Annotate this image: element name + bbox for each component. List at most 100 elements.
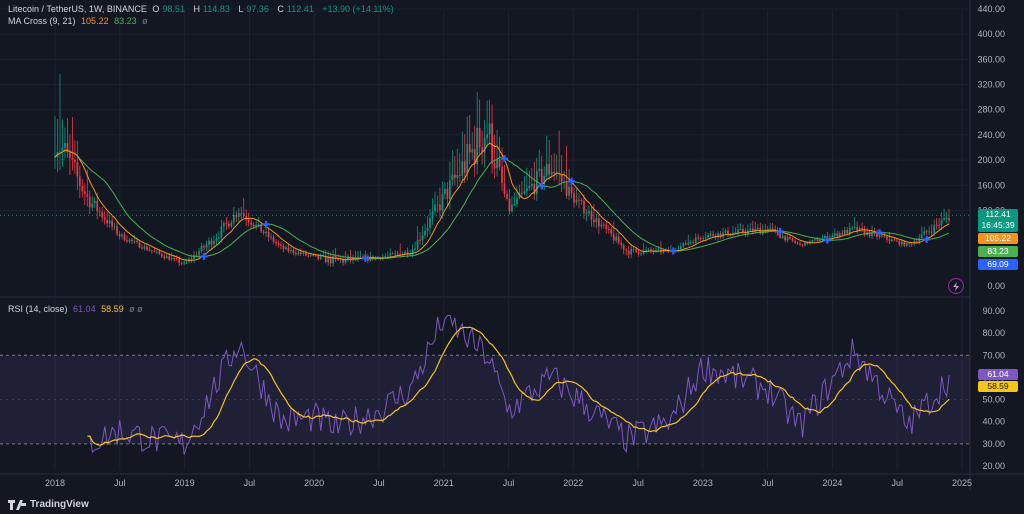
- candle-body: [684, 243, 687, 245]
- tradingview-logo[interactable]: TradingView: [8, 499, 89, 510]
- candle-body: [704, 237, 707, 239]
- candle-body: [88, 196, 91, 208]
- candle-body: [155, 251, 158, 253]
- candle-body: [771, 228, 774, 230]
- candle-body: [868, 231, 871, 237]
- candle-body: [468, 144, 471, 153]
- candle-body: [265, 231, 267, 233]
- candle-body: [881, 235, 883, 237]
- symbol-title: Litecoin / TetherUS, 1W, BINANCE: [8, 4, 147, 14]
- price-tick-label: 0.00: [987, 281, 1005, 291]
- candle-body: [118, 234, 121, 237]
- ma-cross-marker: [923, 235, 931, 243]
- candle-body: [682, 243, 685, 247]
- candle-body: [396, 253, 399, 255]
- candle-body: [781, 236, 784, 238]
- candle-body: [583, 201, 585, 214]
- ma-legend[interactable]: MA Cross (9, 21) 105.22 83.23 ø: [8, 15, 151, 27]
- ma-cross-marker: [776, 227, 784, 235]
- lightning-icon[interactable]: [948, 278, 964, 294]
- candle-body: [697, 237, 700, 239]
- candle-body: [178, 258, 181, 263]
- candle-body: [411, 249, 414, 255]
- candle-body: [277, 243, 280, 245]
- candle-body: [528, 185, 531, 189]
- candle-body: [769, 228, 772, 230]
- candle-body: [185, 261, 188, 263]
- candle-body: [317, 255, 320, 259]
- candle-body: [150, 250, 153, 252]
- candle-body: [463, 161, 466, 173]
- price-tick-label: 200.00: [977, 155, 1005, 165]
- candle-body: [141, 247, 143, 249]
- candle-body: [585, 213, 588, 215]
- candle-body: [811, 240, 814, 242]
- candle-body: [533, 184, 536, 195]
- candle-body: [272, 237, 275, 242]
- candle-body: [724, 230, 727, 233]
- candle-body: [888, 239, 891, 241]
- rsi-legend[interactable]: RSI (14, close) 61.04 58.59 ø ø: [8, 303, 146, 315]
- candle-body: [598, 218, 600, 227]
- candle-body: [242, 213, 245, 216]
- candle-body: [193, 254, 195, 259]
- rsi-tick-label: 90.00: [982, 306, 1005, 316]
- candle-body: [270, 237, 272, 238]
- ma-cross-marker: [538, 182, 546, 190]
- symbol-legend: Litecoin / TetherUS, 1W, BINANCE O 98.51 …: [8, 3, 397, 15]
- candle-body: [935, 224, 938, 226]
- ma-label: MA Cross (9, 21): [8, 16, 76, 26]
- candle-body: [739, 228, 742, 230]
- candle-body: [66, 142, 69, 153]
- candle-body: [314, 255, 317, 257]
- price-tick-label: 280.00: [977, 105, 1005, 115]
- candle-body: [404, 251, 407, 254]
- candle-body: [148, 249, 151, 251]
- candle-body: [394, 253, 397, 255]
- candle-body: [424, 230, 426, 236]
- candle-body: [605, 224, 608, 229]
- ma-slow-value: 83.23: [114, 16, 137, 26]
- candle-body: [446, 188, 449, 199]
- rsi-visibility-icon[interactable]: ø ø: [129, 304, 143, 314]
- candle-body: [491, 123, 493, 164]
- ma-cross-markers: [200, 155, 931, 262]
- candle-body: [451, 174, 454, 181]
- rsi-ma-tag: 58.59: [978, 381, 1018, 392]
- candle-body: [848, 227, 851, 234]
- candle-body: [804, 242, 806, 246]
- time-tick-label: Jul: [891, 478, 903, 488]
- candle-body: [138, 242, 141, 248]
- candle-body: [339, 259, 342, 261]
- candle-body: [938, 224, 940, 226]
- candle-body: [910, 243, 913, 245]
- ma-visibility-icon[interactable]: ø: [142, 16, 148, 26]
- candle-body: [523, 191, 526, 194]
- rsi-tick-label: 70.00: [982, 350, 1005, 360]
- candle-body: [923, 231, 926, 235]
- ma-cross-marker: [262, 220, 270, 228]
- ohlc-high: H 114.83: [193, 4, 230, 14]
- candle-body: [227, 223, 230, 227]
- candle-body: [530, 184, 533, 186]
- candle-body: [292, 249, 295, 253]
- last-price-tag: 112.41 16:45:39: [978, 209, 1018, 232]
- candle-body: [841, 233, 844, 235]
- candle-body: [220, 226, 223, 238]
- candle-body: [275, 241, 277, 244]
- candle-body: [573, 193, 575, 203]
- candle-body: [210, 240, 213, 245]
- candle-body: [215, 238, 218, 241]
- candle-body: [838, 233, 841, 237]
- ohlc-low: L 97.36: [238, 4, 269, 14]
- candle-body: [565, 181, 568, 196]
- candle-body: [548, 163, 551, 175]
- candle-body: [213, 240, 215, 245]
- candle-body: [761, 229, 764, 234]
- rsi-tick-label: 20.00: [982, 461, 1005, 471]
- candle-body: [158, 251, 161, 254]
- candle-body: [73, 159, 76, 163]
- candle-body: [478, 127, 481, 148]
- candle-body: [751, 228, 754, 232]
